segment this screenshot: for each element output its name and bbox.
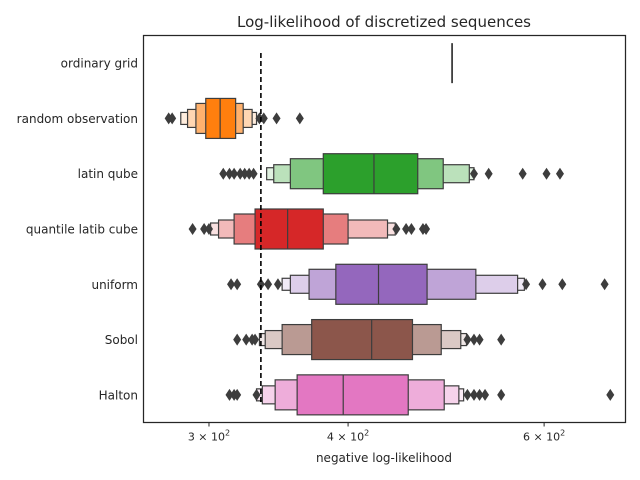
outlier-marker bbox=[168, 112, 177, 125]
outlier-marker bbox=[475, 388, 484, 401]
x-tick-label-base: 3 × 10 bbox=[188, 431, 225, 444]
outlier-marker bbox=[469, 333, 478, 346]
x-axis-ticks: 3 × 102 4 × 102 6 × 102 bbox=[188, 422, 565, 444]
outlier-marker bbox=[402, 223, 411, 235]
y-tick-label: uniform bbox=[91, 278, 138, 292]
chart-title: Log-likelihood of discretized sequences bbox=[237, 13, 531, 31]
outlier-marker bbox=[475, 333, 484, 346]
y-tick-label: latin qube bbox=[78, 167, 138, 181]
y-tick-label: quantile latib cube bbox=[26, 223, 138, 237]
outlier-marker bbox=[233, 388, 242, 401]
y-tick-label: Sobol bbox=[105, 333, 138, 347]
outlier-marker bbox=[422, 223, 431, 235]
outlier-marker bbox=[264, 278, 273, 291]
outlier-marker bbox=[463, 388, 472, 401]
boxen-level-box bbox=[254, 208, 324, 250]
outlier-marker bbox=[484, 167, 493, 180]
y-tick-label: ordinary grid bbox=[61, 57, 138, 71]
outlier-marker bbox=[245, 167, 254, 180]
outlier-marker bbox=[606, 388, 615, 401]
boxen-level-box bbox=[296, 374, 409, 416]
outlier-marker bbox=[273, 278, 282, 291]
outlier-marker bbox=[252, 388, 261, 401]
outlier-marker bbox=[463, 333, 472, 346]
outlier-marker bbox=[256, 278, 265, 291]
boxen-level-box bbox=[322, 153, 419, 195]
outlier-marker bbox=[481, 388, 490, 401]
x-tick-label: 3 × 102 bbox=[188, 429, 230, 444]
outlier-marker bbox=[242, 333, 251, 346]
outlier-marker bbox=[251, 333, 260, 346]
outlier-marker bbox=[518, 167, 527, 180]
outlier-marker bbox=[230, 167, 239, 180]
axes-frame bbox=[142, 34, 627, 424]
y-tick-label: Halton bbox=[99, 388, 138, 402]
outlier-marker bbox=[555, 167, 564, 180]
x-tick-label: 6 × 102 bbox=[523, 429, 565, 444]
outlier-marker bbox=[204, 223, 213, 235]
outlier-marker bbox=[469, 388, 478, 401]
x-tick-label-exponent: 2 bbox=[560, 429, 565, 438]
outlier-marker bbox=[227, 278, 236, 291]
x-tick-label-exponent: 2 bbox=[225, 429, 230, 438]
outlier-marker bbox=[392, 223, 401, 235]
y-axis-labels: ordinary grid random observation latin qub… bbox=[17, 57, 138, 403]
outlier-marker bbox=[188, 223, 197, 235]
outlier-marker bbox=[542, 167, 551, 180]
boxen-level-box bbox=[311, 318, 414, 361]
outlier-marker bbox=[225, 167, 234, 180]
outlier-marker bbox=[225, 388, 234, 401]
x-axis-label: negative log-likelihood bbox=[316, 451, 452, 465]
outlier-marker bbox=[558, 278, 567, 291]
outlier-marker bbox=[233, 333, 242, 346]
outlier-marker bbox=[272, 112, 281, 125]
outlier-marker bbox=[249, 167, 258, 180]
outlier-marker bbox=[600, 278, 609, 291]
outlier-marker bbox=[259, 112, 268, 125]
outlier-marker bbox=[219, 167, 228, 180]
outlier-marker bbox=[240, 167, 249, 180]
outlier-marker bbox=[295, 112, 304, 125]
outlier-marker bbox=[538, 278, 547, 291]
plot-area bbox=[164, 43, 615, 416]
outlier-marker bbox=[407, 223, 416, 235]
outlier-marker bbox=[200, 223, 209, 235]
outlier-marker bbox=[236, 167, 245, 180]
outlier-marker bbox=[233, 278, 242, 291]
x-tick-label-base: 4 × 10 bbox=[327, 431, 364, 444]
outlier-marker bbox=[469, 167, 478, 180]
boxen-level-box bbox=[335, 263, 428, 305]
x-tick-label: 4 × 102 bbox=[327, 429, 369, 444]
x-tick-label-exponent: 2 bbox=[364, 429, 369, 438]
outlier-marker bbox=[522, 278, 531, 291]
x-tick-label-base: 6 × 10 bbox=[523, 431, 560, 444]
outlier-marker bbox=[497, 333, 506, 346]
outlier-marker bbox=[497, 388, 506, 401]
y-tick-label: random observation bbox=[17, 112, 138, 126]
